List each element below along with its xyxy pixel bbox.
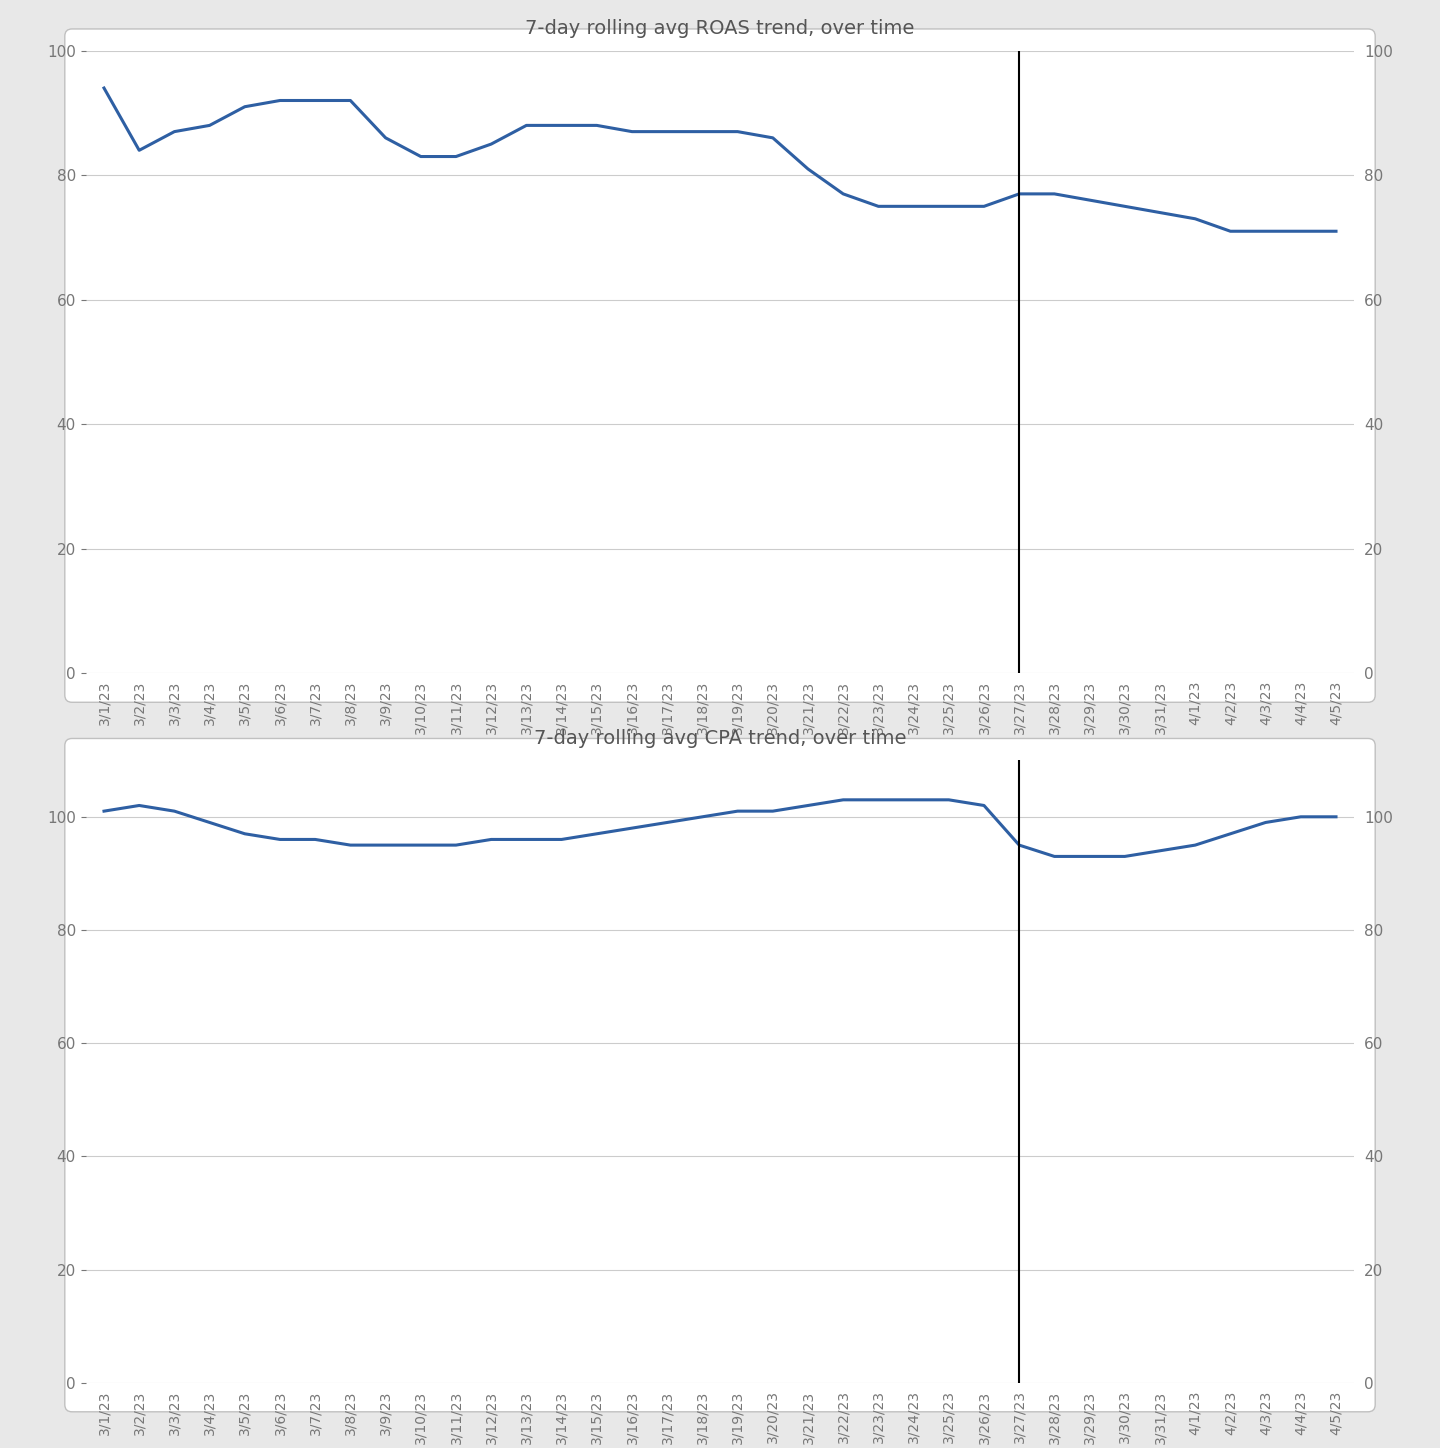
Title: 7-day rolling avg ROAS trend, over time: 7-day rolling avg ROAS trend, over time [526, 19, 914, 38]
Title: 7-day rolling avg CPA trend, over time: 7-day rolling avg CPA trend, over time [534, 728, 906, 747]
